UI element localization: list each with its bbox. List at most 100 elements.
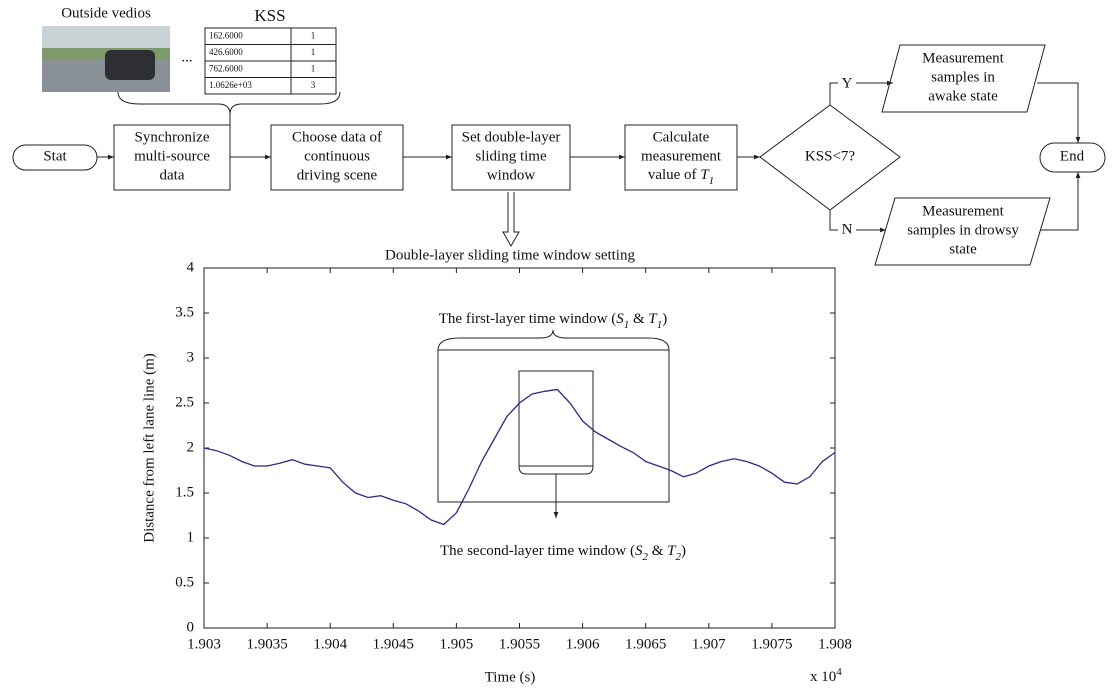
ellipsis: ... [181,49,192,65]
node-label: Synchronize [135,129,210,145]
video-car [105,50,155,80]
hollow-arrow [502,192,520,248]
annotation-part: ) [681,543,686,559]
annotation-part: The second-layer time window ( [440,543,635,559]
layout [12,26,1106,629]
table-value: 762.6000 [209,64,243,74]
window-brace [437,329,670,351]
y-tick-label: 3.5 [175,304,194,320]
y-tick-label: 2.5 [175,394,194,410]
y-tick-label: 4 [187,259,195,275]
node-label: multi-source [134,148,210,164]
node-label: KSS<7? [805,148,855,164]
x-scale: x 104 [810,666,842,686]
node-label: continuous [304,148,370,164]
arrow [1037,82,1081,143]
y-tick-label: 1 [187,529,195,545]
node-label: data [160,167,185,183]
x-scale-exponent: 4 [836,666,842,678]
annotation-part: & [648,543,667,559]
arrow [829,82,838,105]
annotation-part: S [635,543,643,559]
node-label: samples in drowsy [907,222,1019,238]
x-axis-label: Time (s) [485,669,536,685]
table-value: 1 [311,47,316,57]
table-value: 3 [311,80,316,90]
y-tick-label: 2 [187,439,195,455]
video-label: Outside vedios [61,5,151,21]
arrow [829,210,838,231]
x-scale-base: x 10 [810,669,836,685]
node-subscript: 1 [709,175,715,187]
annotation-part: 2 [642,551,648,563]
arrow [1040,172,1081,231]
first-window [437,349,670,503]
annotation-part: 2 [675,551,681,563]
y-tick-label: 3 [187,349,195,365]
annotation: The first-layer time window (S1 & T1) [439,311,667,330]
node-label: Stat [43,148,67,164]
process-node [451,124,571,191]
annotation-part: 1 [657,319,663,331]
x-tick-label: 1.908 [818,636,852,652]
node-label: measurement [641,148,722,164]
branch-label: Y [842,75,853,91]
table-value: 426.6000 [209,47,243,57]
end-node [1039,142,1106,173]
x-tick-label: 1.9075 [751,636,792,652]
table-value: 1 [311,31,316,41]
output-node [881,44,1046,113]
process-node [624,124,738,191]
table-cell [290,77,337,95]
annotation: The second-layer time window (S2 & T2) [440,543,686,562]
x-tick-label: 1.907 [692,636,726,652]
x-tick-label: 1.904 [313,636,347,652]
node-label: End [1060,148,1085,164]
node-label: value of T1 [648,167,714,186]
table-value: 162.6000 [209,31,243,41]
node-label: Set double-layer [462,129,561,145]
node-label: Measurement [922,50,1004,66]
node-label: state [949,241,977,257]
x-tick-label: 1.906 [566,636,600,652]
node-symbol: T [700,167,710,183]
x-tick-label: 1.9065 [625,636,666,652]
table-value: 1 [311,64,316,74]
y-tick-label: 1.5 [175,484,194,500]
x-tick-label: 1.9055 [499,636,540,652]
process-node [270,124,404,191]
annotation-part: 1 [624,319,630,331]
output-node [874,197,1051,266]
annotation-part: ) [662,311,667,327]
x-tick-label: 1.903 [187,636,221,652]
second-brace [518,465,594,475]
x-tick-label: 1.9035 [246,636,287,652]
x-tick-label: 1.9045 [373,636,414,652]
input-brace [117,91,341,115]
node-label: Calculate [653,129,710,145]
data-line [203,388,836,526]
node-label: window [487,167,536,183]
node-label: driving scene [297,167,378,183]
y-tick-label: 0.5 [175,574,194,590]
table-value: 1.0626e+03 [209,80,252,90]
process-node [113,124,231,191]
video-sky [42,26,170,48]
node-label: samples in [931,69,995,85]
annotation-part: S [616,311,624,327]
second-window [518,370,594,467]
branch-label: N [842,221,853,237]
annotation-part: The first-layer time window ( [439,311,616,327]
x-tick-label: 1.905 [440,636,474,652]
y-axis-label: Distance from left lane line (m) [141,353,157,543]
annotation-part: & [629,311,648,327]
y-tick-label: 0 [187,619,195,635]
node-label: awake state [928,88,998,104]
annotation-part: T [667,543,677,559]
node-label: Choose data of [292,129,382,145]
node-label: sliding time [475,148,547,164]
annotation-part: T [648,311,658,327]
node-label: Measurement [922,203,1004,219]
node-label-part: value of [648,167,700,183]
